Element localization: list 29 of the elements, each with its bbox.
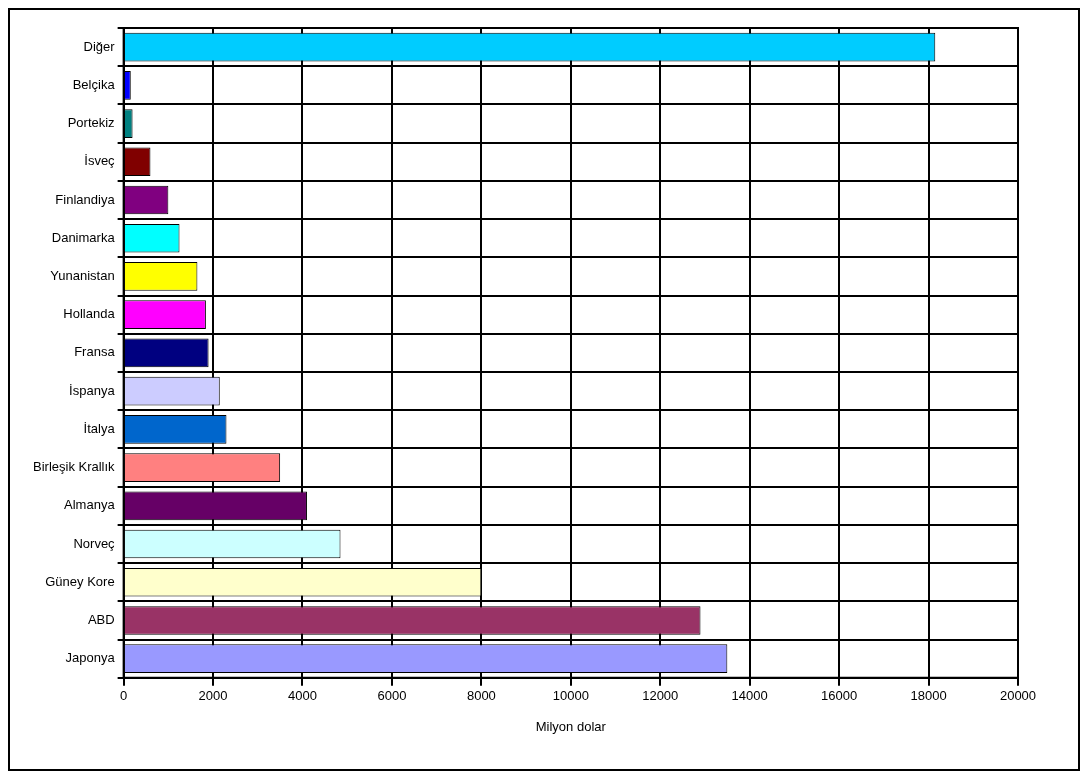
x-tick-label: 16000 — [821, 688, 858, 704]
y-tick-label: Birleşik Krallık — [33, 459, 116, 475]
y-tick-label: Danimarka — [51, 229, 116, 245]
x-tick-label: 10000 — [552, 688, 589, 704]
y-tick-label: Belçika — [72, 76, 116, 92]
y-tick-label: Norveç — [73, 535, 116, 551]
x-tick-label: 0 — [120, 688, 128, 704]
y-tick-label: Japonya — [65, 650, 116, 666]
y-tick-label: Hollanda — [63, 306, 116, 322]
y-tick-label: Yunanistan — [50, 268, 115, 284]
y-tick-label: İtalya — [83, 420, 116, 436]
y-tick-label: Fransa — [74, 344, 116, 360]
x-tick-label: 18000 — [910, 688, 947, 704]
x-tick-label: 6000 — [377, 688, 407, 704]
x-axis-title: Milyon dolar — [535, 718, 607, 734]
y-tick-label: Diğer — [83, 38, 116, 54]
y-tick-label: Almanya — [64, 497, 116, 513]
y-tick-label: Finlandiya — [55, 191, 116, 207]
x-tick-label: 8000 — [466, 688, 496, 704]
y-tick-label: ABD — [87, 612, 115, 628]
x-tick-label: 14000 — [731, 688, 768, 704]
y-tick-label: İsveç — [84, 153, 116, 169]
y-tick-label: İspanya — [69, 382, 116, 398]
x-tick-label: 12000 — [642, 688, 679, 704]
x-tick-label: 4000 — [288, 688, 317, 704]
y-tick-label: Güney Kore — [45, 573, 115, 589]
x-tick-label: 2000 — [198, 688, 228, 704]
x-tick-label: 20000 — [999, 688, 1037, 704]
y-tick-label: Portekiz — [67, 115, 115, 131]
